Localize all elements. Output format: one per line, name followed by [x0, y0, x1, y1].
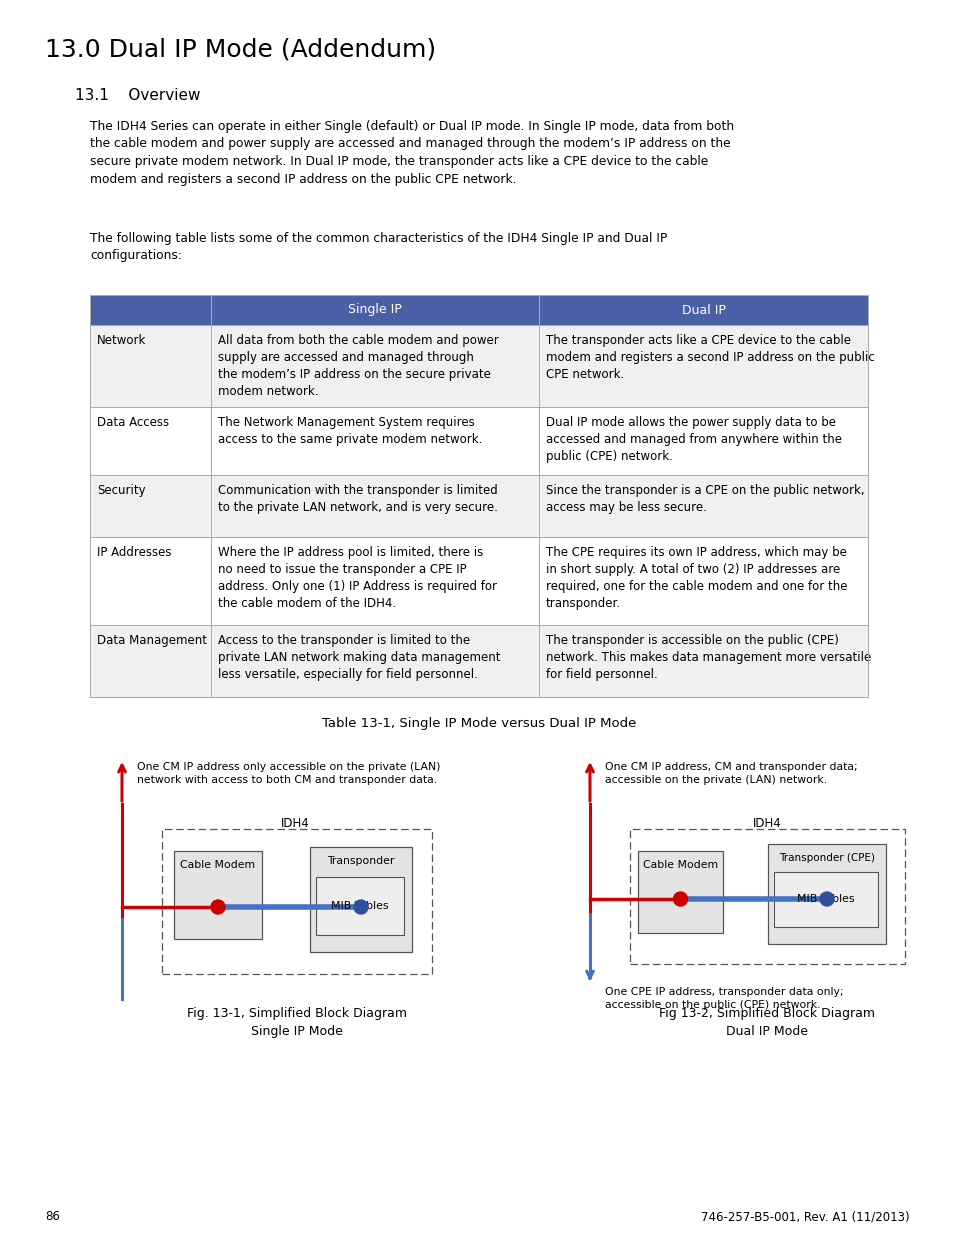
Circle shape: [673, 892, 687, 906]
Bar: [773, 872, 877, 927]
Text: One CPE IP address, transponder data only;
accessible on the public (CPE) networ: One CPE IP address, transponder data onl…: [604, 987, 842, 1010]
Bar: [162, 829, 432, 974]
Circle shape: [354, 900, 368, 914]
Text: 86: 86: [45, 1210, 60, 1223]
Bar: [173, 851, 262, 939]
Text: Table 13-1, Single IP Mode versus Dual IP Mode: Table 13-1, Single IP Mode versus Dual I…: [321, 718, 636, 730]
Bar: [90, 625, 867, 697]
Text: Access to the transponder is limited to the
private LAN network making data mana: Access to the transponder is limited to …: [217, 634, 499, 680]
Text: One CM IP address only accessible on the private (LAN)
network with access to bo: One CM IP address only accessible on the…: [137, 762, 440, 784]
Text: Transponder: Transponder: [327, 856, 395, 866]
Text: The transponder acts like a CPE device to the cable
modem and registers a second: The transponder acts like a CPE device t…: [545, 333, 874, 382]
Text: 13.1    Overview: 13.1 Overview: [75, 88, 200, 103]
Text: Transponder (CPE): Transponder (CPE): [779, 853, 874, 863]
Bar: [767, 844, 885, 944]
Text: Since the transponder is a CPE on the public network,
access may be less secure.: Since the transponder is a CPE on the pu…: [545, 484, 863, 514]
Bar: [90, 537, 867, 625]
Text: Security: Security: [97, 484, 146, 496]
Text: The IDH4 Series can operate in either Single (default) or Dual IP mode. In Singl: The IDH4 Series can operate in either Si…: [90, 120, 734, 185]
Text: The Network Management System requires
access to the same private modem network.: The Network Management System requires a…: [217, 416, 481, 446]
Bar: [315, 877, 403, 935]
Text: Data Access: Data Access: [97, 416, 169, 429]
Text: Fig 13-2, Simplified Block Diagram
Dual IP Mode: Fig 13-2, Simplified Block Diagram Dual …: [659, 1007, 875, 1037]
Text: Communication with the transponder is limited
to the private LAN network, and is: Communication with the transponder is li…: [217, 484, 497, 514]
Text: IDH4: IDH4: [280, 818, 309, 830]
Bar: [90, 408, 867, 475]
Bar: [90, 325, 867, 408]
Text: Data Management: Data Management: [97, 634, 207, 647]
Text: Dual IP: Dual IP: [680, 304, 724, 316]
Bar: [90, 295, 867, 325]
Text: Fig. 13-1, Simplified Block Diagram
Single IP Mode: Fig. 13-1, Simplified Block Diagram Sing…: [187, 1007, 407, 1037]
Bar: [90, 295, 867, 697]
Text: IDH4: IDH4: [752, 818, 781, 830]
Bar: [629, 829, 904, 965]
Text: Single IP: Single IP: [348, 304, 401, 316]
Text: Cable Modem: Cable Modem: [642, 860, 718, 869]
Text: MIB Tables: MIB Tables: [331, 902, 388, 911]
Text: One CM IP address, CM and transponder data;
accessible on the private (LAN) netw: One CM IP address, CM and transponder da…: [604, 762, 857, 784]
Text: All data from both the cable modem and power
supply are accessed and managed thr: All data from both the cable modem and p…: [217, 333, 497, 398]
Text: 746-257-B5-001, Rev. A1 (11/2013): 746-257-B5-001, Rev. A1 (11/2013): [700, 1210, 909, 1223]
Text: IP Addresses: IP Addresses: [97, 546, 172, 559]
Text: The following table lists some of the common characteristics of the IDH4 Single : The following table lists some of the co…: [90, 232, 666, 263]
Bar: [310, 847, 412, 952]
Text: The CPE requires its own IP address, which may be
in short supply. A total of tw: The CPE requires its own IP address, whi…: [545, 546, 846, 610]
Circle shape: [820, 892, 833, 906]
Text: Dual IP mode allows the power supply data to be
accessed and managed from anywhe: Dual IP mode allows the power supply dat…: [545, 416, 841, 463]
Text: Network: Network: [97, 333, 146, 347]
Circle shape: [211, 900, 225, 914]
Text: The transponder is accessible on the public (CPE)
network. This makes data manag: The transponder is accessible on the pub…: [545, 634, 870, 680]
Text: Cable Modem: Cable Modem: [180, 860, 255, 869]
Text: MIB Tables: MIB Tables: [797, 894, 854, 904]
Text: Where the IP address pool is limited, there is
no need to issue the transponder : Where the IP address pool is limited, th…: [217, 546, 497, 610]
Text: 13.0 Dual IP Mode (Addendum): 13.0 Dual IP Mode (Addendum): [45, 38, 436, 62]
Bar: [638, 851, 722, 932]
Bar: [90, 475, 867, 537]
